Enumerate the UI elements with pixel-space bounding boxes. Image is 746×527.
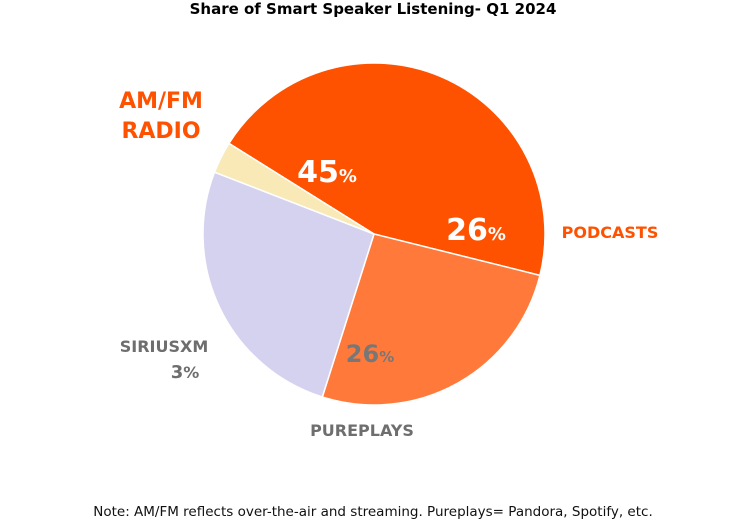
pie-slice-amfm bbox=[227, 62, 546, 277]
slice-value-number-siriusxm: 3 bbox=[171, 362, 184, 383]
slice-value-siriusxm: 3% bbox=[171, 362, 200, 383]
slice-value-number-podcasts: 26 bbox=[446, 213, 488, 248]
pie-slice-podcasts bbox=[321, 233, 541, 406]
slice-value-percent-amfm: % bbox=[339, 166, 357, 187]
chart-title: Share of Smart Speaker Listening- Q1 202… bbox=[190, 0, 557, 18]
slice-value-number-amfm: 45 bbox=[297, 155, 339, 190]
pie-labels: AM/FM RADIO 45% PODCASTS 26% PUREPLAYS 26% SIRI… bbox=[119, 89, 658, 440]
slice-value-percent-siriusxm: % bbox=[183, 363, 199, 382]
slice-label-amfm-line-1: AM/FM bbox=[119, 89, 203, 114]
slice-value-podcasts: 26% bbox=[446, 213, 506, 248]
slice-value-amfm: 45% bbox=[297, 155, 357, 190]
slice-value-pureplays: 26% bbox=[346, 340, 394, 368]
pie-slice-pureplays bbox=[202, 171, 375, 398]
slice-label-pureplays-line-1: PUREPLAYS bbox=[310, 421, 414, 440]
slice-label-amfm-line-2: RADIO bbox=[121, 119, 200, 144]
pie-slices bbox=[202, 62, 546, 406]
slice-label-podcasts-line-1: PODCASTS bbox=[562, 223, 659, 242]
slice-label-siriusxm-line-1: SIRIUSXM bbox=[120, 337, 209, 356]
chart-note: Note: AM/FM reflects over-the-air and st… bbox=[93, 504, 652, 520]
pie-slice-siriusxm bbox=[213, 142, 375, 235]
slice-value-percent-pureplays: % bbox=[379, 348, 394, 366]
slice-value-number-pureplays: 26 bbox=[346, 340, 379, 368]
slice-value-percent-podcasts: % bbox=[488, 224, 506, 245]
